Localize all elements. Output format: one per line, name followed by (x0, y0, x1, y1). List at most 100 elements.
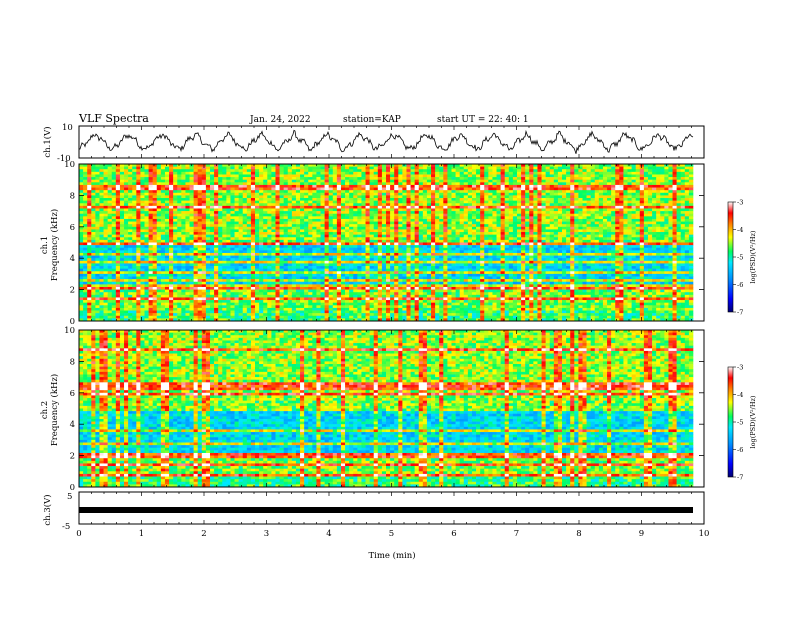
spectrogram-cell (476, 229, 480, 232)
spectrogram-cell (140, 237, 144, 240)
spectrogram-cell (464, 219, 468, 222)
spectrogram-cell (87, 245, 91, 248)
spectrogram-cell (194, 182, 198, 185)
spectrogram-cell (603, 203, 607, 206)
spectrogram-cell (652, 201, 656, 204)
spectrogram-cell (582, 185, 586, 188)
spectrogram-cell (308, 222, 312, 225)
spectrogram-cell (431, 201, 435, 204)
spectrogram-cell (378, 174, 382, 177)
spectrogram-cell (525, 190, 529, 193)
spectrogram-cell (509, 185, 513, 188)
spectrogram-cell (161, 235, 165, 238)
spectrogram-cell (423, 240, 427, 243)
spectrogram-cell (304, 214, 308, 217)
spectrogram-cell (451, 211, 455, 214)
spectrogram-cell (177, 240, 181, 243)
spectrogram-cell (415, 195, 419, 198)
spectrogram-cell (570, 232, 574, 235)
spectrogram-cell (243, 237, 247, 240)
spectrogram-cell (382, 216, 386, 219)
spectrogram-cell (267, 248, 271, 251)
spectrogram-cell (140, 167, 144, 170)
spectrogram-cell (288, 222, 292, 225)
spectrogram-cell (464, 182, 468, 185)
spectrogram-cell (288, 224, 292, 227)
spectrogram-cell (607, 195, 611, 198)
spectrogram-cell (558, 177, 562, 180)
spectrogram-cell (558, 195, 562, 198)
spectrogram-cell (562, 227, 566, 230)
spectrogram-cell (525, 195, 529, 198)
spectrogram-cell (685, 237, 689, 240)
spectrogram-cell (112, 198, 116, 201)
spectrogram-cell (591, 188, 595, 191)
spectrogram-cell (296, 206, 300, 209)
spectrogram-cell (480, 174, 484, 177)
spectrogram-cell (435, 243, 439, 246)
spectrogram-cell (582, 195, 586, 198)
spectrogram-cell (427, 219, 431, 222)
spectrogram-cell (472, 211, 476, 214)
spectrogram-cell (623, 177, 627, 180)
spectrogram-cell (607, 237, 611, 240)
spectrogram-cell (259, 193, 263, 196)
spectrogram-cell (611, 206, 615, 209)
spectrogram-cell (542, 216, 546, 219)
spectrogram-cell (222, 237, 226, 240)
spectrogram-cell (533, 240, 537, 243)
spectrogram-cell (435, 235, 439, 238)
spectrogram-cell (304, 243, 308, 246)
spectrogram-cell (554, 245, 558, 248)
spectrogram-cell (280, 195, 284, 198)
spectrogram-cell (599, 174, 603, 177)
spectrogram-cell (202, 201, 206, 204)
spectrogram-cell (587, 229, 591, 232)
spectrogram-cell (660, 185, 664, 188)
spectrogram-cell (120, 174, 124, 177)
spectrogram-cell (628, 167, 632, 170)
spectrogram-cell (546, 211, 550, 214)
spectrogram-cell (578, 201, 582, 204)
spectrogram-cell (239, 232, 243, 235)
spectrogram-cell (259, 180, 263, 183)
spectrogram-cell (177, 232, 181, 235)
spectrogram-cell (439, 195, 443, 198)
spectrogram-cell (451, 245, 455, 248)
spectrogram-cell (382, 174, 386, 177)
spectrogram-cell (451, 203, 455, 206)
spectrogram-cell (648, 180, 652, 183)
spectrogram-cell (554, 229, 558, 232)
spectrogram-cell (427, 169, 431, 172)
spectrogram-cell (517, 235, 521, 238)
spectrogram-cell (591, 227, 595, 230)
spectrogram-cell (177, 219, 181, 222)
spectrogram-cell (488, 172, 492, 175)
spectrogram-cell (603, 208, 607, 211)
spectrogram-cell (546, 229, 550, 232)
spectrogram-cell (214, 243, 218, 246)
spectrogram-cell (386, 167, 390, 170)
spectrogram-cell (165, 232, 169, 235)
spectrogram-cell (525, 229, 529, 232)
spectrogram-cell (374, 172, 378, 175)
spectrogram-cell (468, 211, 472, 214)
spectrogram-cell (288, 195, 292, 198)
spectrogram-cell (136, 222, 140, 225)
spectrogram-cell (521, 198, 525, 201)
spectrogram-cell (456, 182, 460, 185)
spectrogram-cell (267, 206, 271, 209)
spectrogram-cell (83, 177, 87, 180)
spectrogram-cell (537, 190, 541, 193)
spectrogram-cell (529, 203, 533, 206)
spectrogram-cell (542, 174, 546, 177)
spectrogram-cell (136, 232, 140, 235)
spectrogram-cell (505, 222, 509, 225)
spectrogram-cell (304, 216, 308, 219)
spectrogram-cell (149, 167, 153, 170)
spectrogram-cell (271, 193, 275, 196)
spectrogram-cell (95, 248, 99, 251)
spectrogram-cell (275, 203, 279, 206)
spectrogram-cell (628, 227, 632, 230)
spectrogram-cell (316, 185, 320, 188)
